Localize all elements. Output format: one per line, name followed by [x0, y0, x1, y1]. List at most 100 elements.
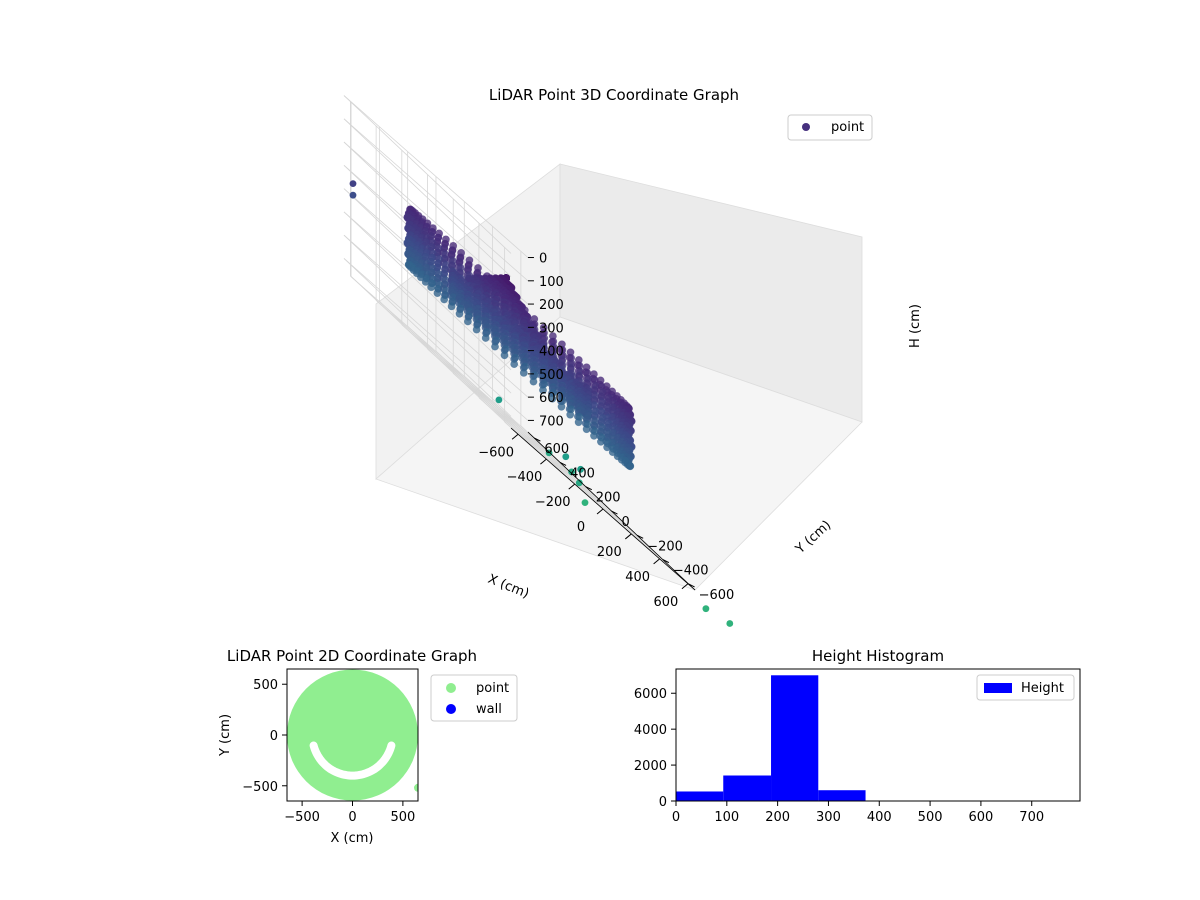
- histogram-legend-label: Height: [1021, 681, 1064, 696]
- scatter-3d-points: [349, 180, 812, 705]
- point-3d: [481, 334, 490, 342]
- outlier-point-3d: [581, 499, 589, 506]
- histogram-bars: [676, 675, 866, 801]
- chart-3d: LiDAR Point 3D Coordinate Graph −600 −400…: [343, 86, 923, 705]
- point-2d: [326, 783, 335, 792]
- x-axis-label-3d: X (cm): [486, 572, 531, 602]
- point-3d: [447, 302, 456, 311]
- chart-2d-title: LiDAR Point 2D Coordinate Graph: [227, 647, 477, 665]
- x-tick-3d: [681, 583, 689, 590]
- x-axis-label-2d: X (cm): [331, 831, 374, 846]
- legend-2d-wall-label: wall: [476, 702, 502, 717]
- grid-3d: [343, 95, 689, 585]
- hist-y-tick-label: 6000: [634, 687, 667, 702]
- outlier-point-3d: [545, 449, 553, 457]
- y-tick-label-3d: −200: [647, 539, 683, 554]
- z-tick-label-3d: 0: [539, 252, 547, 267]
- point-3d: [539, 386, 547, 395]
- x-tick-label-3d: 200: [597, 545, 622, 560]
- hist-y-tick-label: 4000: [634, 723, 667, 738]
- outlier-point-3d: [577, 465, 584, 473]
- x-axis-line-3d: [510, 427, 696, 591]
- chart-2d: LiDAR Point 2D Coordinate Graph −500 0 500…: [218, 647, 518, 846]
- point-cloud-disc: [287, 669, 418, 801]
- histogram-bar: [723, 775, 772, 801]
- outlier-point-3d: [349, 191, 357, 199]
- hist-x-tick-label: 500: [918, 810, 943, 825]
- legend-2d: point wall: [430, 674, 518, 722]
- point-3d: [463, 317, 472, 326]
- grid-left-h: [343, 95, 512, 254]
- point-2d: [370, 783, 379, 792]
- x-tick-label-2d: 500: [390, 810, 415, 825]
- legend-2d-point-marker: [446, 683, 456, 693]
- point-cloud-gap: [309, 741, 396, 780]
- x-tick-3d: [540, 458, 547, 465]
- x-tick-label-2d: −500: [284, 810, 320, 825]
- grid-left-h: [343, 118, 512, 278]
- histogram-legend-frame: [976, 674, 1075, 701]
- z-tick-label-3d: 500: [539, 368, 564, 383]
- outlier-point-3d: [562, 453, 570, 461]
- outlier-point-3d: [568, 468, 575, 476]
- axes-2d: −500 0 500 500 0 −500: [242, 678, 415, 825]
- legend-3d-frame: [787, 114, 873, 141]
- z-tick-label-3d: 700: [539, 414, 564, 429]
- grid-left-h: [343, 211, 512, 371]
- x-tick-label-3d: 600: [654, 595, 679, 610]
- point-3d: [529, 377, 538, 386]
- histogram-bar: [676, 791, 724, 801]
- legend-3d-label: point: [831, 120, 864, 135]
- x-tick-label-3d: −600: [478, 445, 514, 460]
- outlier-point-3d: [349, 180, 357, 188]
- outlier-point-3d: [495, 396, 503, 404]
- histogram-title: Height Histogram: [812, 647, 944, 665]
- histogram-bar: [771, 675, 819, 801]
- y-tick-label-3d: 400: [570, 466, 595, 481]
- point-3d: [500, 351, 509, 360]
- legend-3d-marker: [802, 123, 810, 131]
- point-3d: [574, 418, 583, 427]
- y-tick-label-3d: −600: [699, 588, 735, 603]
- point-3d: [455, 309, 464, 318]
- grid-left-h: [343, 258, 512, 417]
- histogram-frame: [675, 668, 1081, 802]
- grid-back-h: [343, 118, 529, 282]
- x-tick-3d: [653, 558, 660, 565]
- y-axis-label-2d: Y (cm): [218, 714, 233, 757]
- hist-y-tick-label: 0: [659, 795, 667, 810]
- point-2d: [340, 787, 349, 796]
- x-tick-label-3d: −200: [535, 495, 571, 510]
- hist-x-tick-label: 0: [672, 810, 680, 825]
- grid-back-h: [343, 258, 529, 421]
- y-tick-label-3d: 0: [621, 515, 629, 530]
- y-axis-line-3d: [527, 431, 696, 591]
- outlier-point-3d: [702, 605, 710, 613]
- y-axis-label-3d: Y (cm): [792, 518, 834, 558]
- point-3d: [519, 368, 528, 377]
- point-3d: [626, 462, 635, 471]
- x-tick-3d: [625, 533, 632, 540]
- y-tick-label-2d: 0: [270, 729, 278, 744]
- point-2d: [356, 787, 365, 796]
- point-3d: [548, 394, 557, 403]
- scatter-2d-points: [287, 669, 418, 801]
- grid-floor-y: [350, 275, 535, 439]
- point-3d: [491, 342, 499, 351]
- chart-histogram: Height Histogram 0 100 200 300 400 500 600 7000…: [634, 647, 1081, 825]
- z-tick-label-3d: 100: [539, 275, 564, 290]
- y-tick-label-2d: 500: [253, 678, 278, 693]
- outlier-point-3d: [575, 479, 583, 487]
- z-axis-label-3d: H (cm): [908, 304, 923, 348]
- histogram-legend-swatch: [984, 683, 1012, 693]
- hist-x-tick-label: 200: [765, 810, 790, 825]
- x-tick-3d: [511, 433, 519, 440]
- outlier-point-3d: [726, 620, 734, 627]
- x-tick-label-2d: 0: [348, 810, 356, 825]
- grid-left-h: [343, 234, 512, 394]
- y-tick-label-2d: −500: [242, 780, 278, 795]
- point-3d: [440, 295, 449, 304]
- hist-x-tick-label: 100: [714, 810, 739, 825]
- histogram-axes: 0 100 200 300 400 500 600 700 0 2000 4000 6000: [634, 687, 1044, 825]
